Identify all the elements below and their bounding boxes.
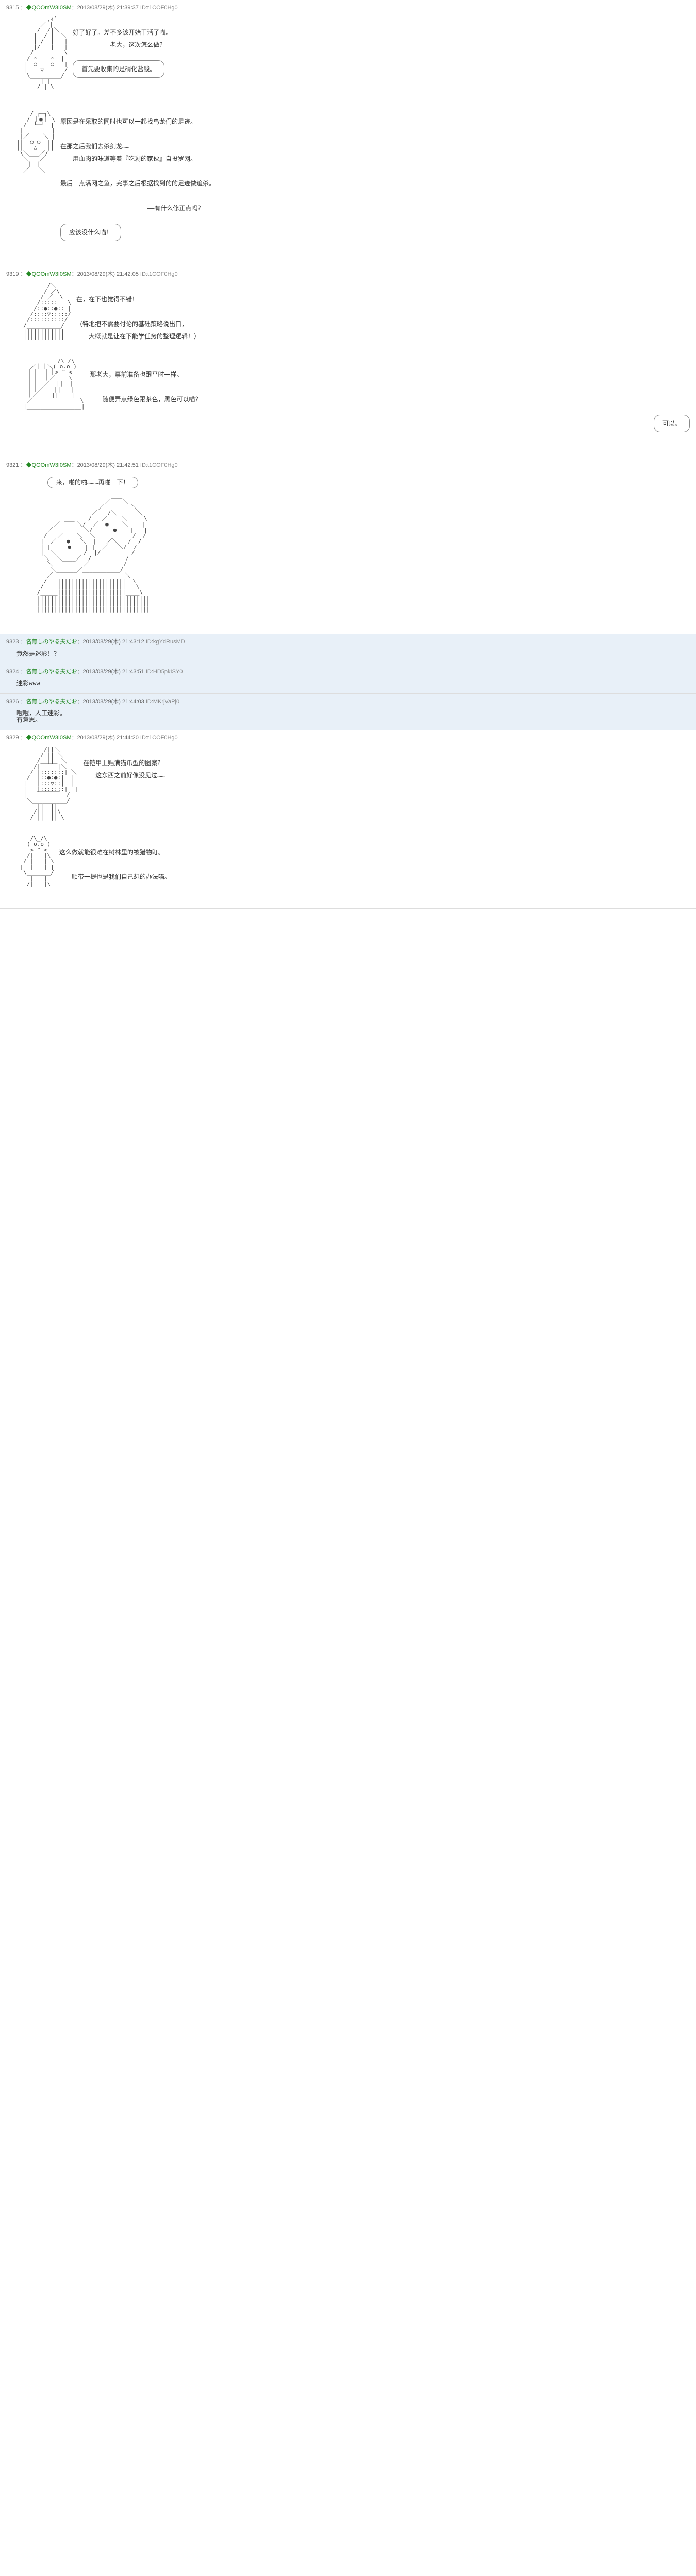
post-date: 2013/08/29(木) 21:43:12 <box>83 639 144 645</box>
post-id: ID:HD5pkISY0 <box>146 669 183 675</box>
post-id: ID:t1COF0Hg0 <box>140 5 178 11</box>
ascii-art: /\_/\ ( o.o ) > ^ < /| |\ / | | \ | |___… <box>16 836 54 887</box>
dialogue-line: 在，在下也觉得不错！ <box>76 293 690 306</box>
ascii-art: ／￣￣＼ ／ ＼ ／ /＼ ＼ ___ / ／ ＼ \ ／ ＼/ ／ ● ＼ |… <box>16 499 150 612</box>
dialogue-line <box>90 381 690 393</box>
dialogue-line: 在那之后我们去杀剑龙…… <box>60 140 690 152</box>
post-name: 名無しのやる夫だお <box>26 669 77 675</box>
post-id: ID:t1COF0Hg0 <box>140 271 178 277</box>
forum-post: 9319 ：◆QOOmW3I0SM：2013/08/29(木) 21:42:05… <box>0 266 696 457</box>
forum-post: 9315 ：◆QOOmW3I0SM：2013/08/29(木) 21:39:37… <box>0 0 696 266</box>
ascii-art: ,ｨ´ ／ | / /|＼ | / | ＼ | / | | |/___|___|… <box>16 16 68 90</box>
post-content: 迷彩www <box>6 678 690 689</box>
speech-balloon: 首先要收集的是硝化盐酸。 <box>73 60 164 78</box>
content-row: /\_/\ ( o.o ) > ^ < /| |\ / | | \ | |___… <box>16 836 690 887</box>
post-content: /＼ / ／\ /_／ \ /::::: \ /::●::●:: | /::::… <box>6 281 690 453</box>
post-name: 名無しのやる夫だお <box>26 699 77 705</box>
post-number: 9323 <box>6 639 19 645</box>
dialogue-text: 好了好了。差不多该开始干活了喵。 老大，这次怎么做？ 首先要收集的是硝化盐酸。 <box>73 16 690 81</box>
post-content: /||＼ / || ＼ / || ＼ /|￣￣￣|＼ / |:::::::| ＼… <box>6 744 690 904</box>
forum-post: 9321 ：◆QOOmW3I0SM：2013/08/29(木) 21:42:51… <box>0 457 696 635</box>
dialogue-line: （特地把不需要讨论的基础策略说出口， <box>76 318 690 330</box>
post-date: 2013/08/29(木) 21:42:51 <box>77 462 139 468</box>
content-row: ／￣￣＼ ／ ＼ ／ /＼ ＼ ___ / ／ ＼ \ ／ ＼/ ／ ● ＼ |… <box>16 499 690 612</box>
forum-post: 9323 ：名無しのやる夫だお：2013/08/29(木) 21:43:12 I… <box>0 634 696 664</box>
post-number: 9315 <box>6 5 19 11</box>
dialogue-line: 顺带一提也是我们自己想的办法喵。 <box>59 871 690 883</box>
post-content: 来，啪的啪………再啪一下！ ／￣￣＼ ／ ＼ ／ /＼ ＼ ___ / ／ ＼ … <box>6 471 690 630</box>
dialogue-line: 最后一点满网之鱼，完事之后根据找到的的足迹做追杀。 <box>60 177 690 190</box>
forum-post: 9326 ：名無しのやる夫だお：2013/08/29(木) 21:44:03 I… <box>0 694 696 731</box>
dialogue-text: 那老大，事前准备也跟平时一样。 随便弄点绿色跟茶色，黑色可以喵？ 可以。 <box>90 358 690 435</box>
dialogue-line <box>60 190 690 202</box>
dialogue-line <box>59 858 690 871</box>
post-date: 2013/08/29(木) 21:44:03 <box>83 699 144 705</box>
dialogue-line <box>76 306 690 318</box>
dialogue-text: 在铠甲上贴满猫爪型的图案？ 这东西之前好像没见过…… <box>83 747 690 782</box>
post-content: 竟然是迷彩！？ <box>6 649 690 659</box>
post-date: 2013/08/29(木) 21:42:05 <box>77 271 139 277</box>
post-id: ID:kgYdRusMD <box>146 639 185 645</box>
dialogue-text: 在，在下也觉得不错！ （特地把不需要讨论的基础策略说出口， 大概就是让在下能学任… <box>76 283 690 343</box>
dialogue-text: 这么做就能很难在树林里的被猎物盯。 顺带一提也是我们自己想的办法喵。 <box>59 836 690 883</box>
post-id: ID:MKrjVaPj0 <box>146 699 179 705</box>
dialogue-line: 那老大，事前准备也跟平时一样。 <box>90 368 690 381</box>
post-date: 2013/08/29(木) 21:44:20 <box>77 735 139 741</box>
dialogue-line: 大概就是让在下能学任务的整理逻辑！） <box>76 330 690 343</box>
dialogue-text: 原因是在采取的同时也可以一起找鸟龙们的足迹。 在那之后我们去杀剑龙…… 用血肉的… <box>60 105 690 244</box>
post-name: ◆QOOmW3I0SM <box>26 5 72 11</box>
dialogue-line: 用血肉的味道等着『吃剩的家伙』自投罗网。 <box>60 152 690 165</box>
dialogue-line: 这么做就能很难在树林里的被猎物盯。 <box>59 846 690 858</box>
forum-post: 9324 ：名無しのやる夫だお：2013/08/29(木) 21:43:51 I… <box>0 664 696 694</box>
speech-balloon: 来，啪的啪………再啪一下！ <box>47 477 138 488</box>
post-id: ID:t1COF0Hg0 <box>140 462 178 468</box>
post-name: ◆QOOmW3I0SM <box>26 735 72 741</box>
dialogue-line: 好了好了。差不多该开始干活了喵。 <box>73 26 690 39</box>
post-number: 9326 <box>6 699 19 705</box>
post-id: ID:t1COF0Hg0 <box>140 735 178 741</box>
content-row: /＼ / ／\ /_／ \ /::::: \ /::●::●:: | /::::… <box>16 283 690 343</box>
dialogue-line <box>60 128 690 140</box>
dialogue-line: 老大，这次怎么做？ <box>73 39 690 51</box>
post-content: ,ｨ´ ／ | / /|＼ | / | ＼ | / | | |/___|___|… <box>6 14 690 262</box>
ascii-art: ___ /\_/\ ／｜｜＼( o.o ) ｜｜｜｜｜> ^ < ｜｜｜｜／ \… <box>16 358 85 409</box>
post-name: 名無しのやる夫だお <box>26 639 77 645</box>
post-content: 哦哦，人工迷彩。 有意思。 <box>6 708 690 725</box>
dialogue-line: 原因是在采取的同时也可以一起找鸟龙们的足迹。 <box>60 115 690 128</box>
content-row: ___ / ┌─┐\ / ｜●｜ \ / └─┘ | | ＿＿ | |／ ＼ |… <box>16 105 690 244</box>
post-number: 9321 <box>6 462 19 468</box>
ascii-art: /||＼ / || ＼ / || ＼ /|￣￣￣|＼ / |:::::::| ＼… <box>16 747 78 820</box>
post-name: ◆QOOmW3I0SM <box>26 462 72 468</box>
post-number: 9319 <box>6 271 19 277</box>
post-header: 9326 ：名無しのやる夫だお：2013/08/29(木) 21:44:03 I… <box>6 698 690 706</box>
ascii-art: ___ / ┌─┐\ / ｜●｜ \ / └─┘ | | ＿＿ | |／ ＼ |… <box>16 105 55 173</box>
dialogue-line: 随便弄点绿色跟茶色，黑色可以喵？ <box>90 393 690 405</box>
post-header: 9323 ：名無しのやる夫だお：2013/08/29(木) 21:43:12 I… <box>6 638 690 646</box>
post-header: 9324 ：名無しのやる夫だお：2013/08/29(木) 21:43:51 I… <box>6 668 690 676</box>
ascii-art: /＼ / ／\ /_／ \ /::::: \ /::●::●:: | /::::… <box>16 283 71 340</box>
dialogue-line: 这东西之前好像没见过…… <box>83 769 690 782</box>
forum-post: 9329 ：◆QOOmW3I0SM：2013/08/29(木) 21:44:20… <box>0 730 696 908</box>
post-header: 9315 ：◆QOOmW3I0SM：2013/08/29(木) 21:39:37… <box>6 4 690 12</box>
post-header: 9321 ：◆QOOmW3I0SM：2013/08/29(木) 21:42:51… <box>6 462 690 469</box>
content-row: ___ /\_/\ ／｜｜＼( o.o ) ｜｜｜｜｜> ^ < ｜｜｜｜／ \… <box>16 358 690 435</box>
content-row: /||＼ / || ＼ / || ＼ /|￣￣￣|＼ / |:::::::| ＼… <box>16 747 690 820</box>
post-name: ◆QOOmW3I0SM <box>26 271 72 277</box>
post-date: 2013/08/29(木) 21:39:37 <box>77 5 139 11</box>
speech-balloon: 应该没什么喵！ <box>60 224 121 241</box>
content-row: ,ｨ´ ／ | / /|＼ | / | ＼ | / | | |/___|___|… <box>16 16 690 90</box>
post-date: 2013/08/29(木) 21:43:51 <box>83 669 144 675</box>
post-number: 9329 <box>6 735 19 741</box>
dialogue-line <box>60 165 690 177</box>
post-header: 9329 ：◆QOOmW3I0SM：2013/08/29(木) 21:44:20… <box>6 734 690 742</box>
post-header: 9319 ：◆QOOmW3I0SM：2013/08/29(木) 21:42:05… <box>6 270 690 278</box>
dialogue-line: 在铠甲上贴满猫爪型的图案？ <box>83 757 690 769</box>
speech-balloon: 可以。 <box>654 415 690 432</box>
post-number: 9324 <box>6 669 19 675</box>
dialogue-line: ——有什么修正点吗？ <box>60 202 690 214</box>
